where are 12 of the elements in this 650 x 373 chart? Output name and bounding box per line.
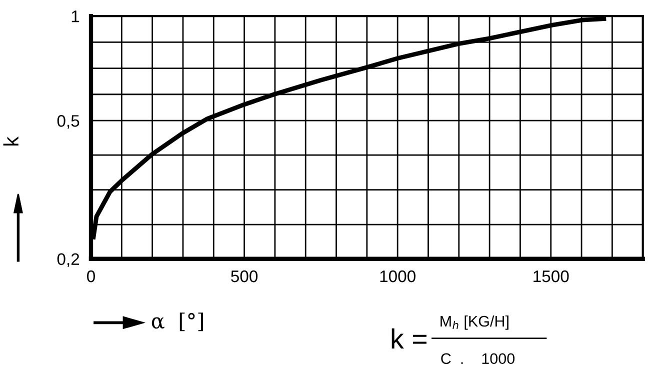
y-tick-label: 0,5 bbox=[57, 115, 80, 129]
x-tick-label: 500 bbox=[231, 270, 258, 282]
text: C . 1000 bbox=[441, 353, 515, 364]
x-tick-label: 1500 bbox=[534, 270, 569, 282]
y-tick-label: 1 bbox=[72, 10, 80, 22]
y-axis-title: k bbox=[3, 136, 18, 146]
text: k = bbox=[392, 328, 426, 348]
text: M$_{h}$ [KG/H] bbox=[440, 315, 508, 330]
y-tick-label: 0,2 bbox=[57, 253, 80, 268]
x-tick-label: 1000 bbox=[380, 270, 416, 282]
x-axis-title: α [°] bbox=[152, 312, 203, 332]
x-tick-label: 0 bbox=[87, 270, 95, 282]
